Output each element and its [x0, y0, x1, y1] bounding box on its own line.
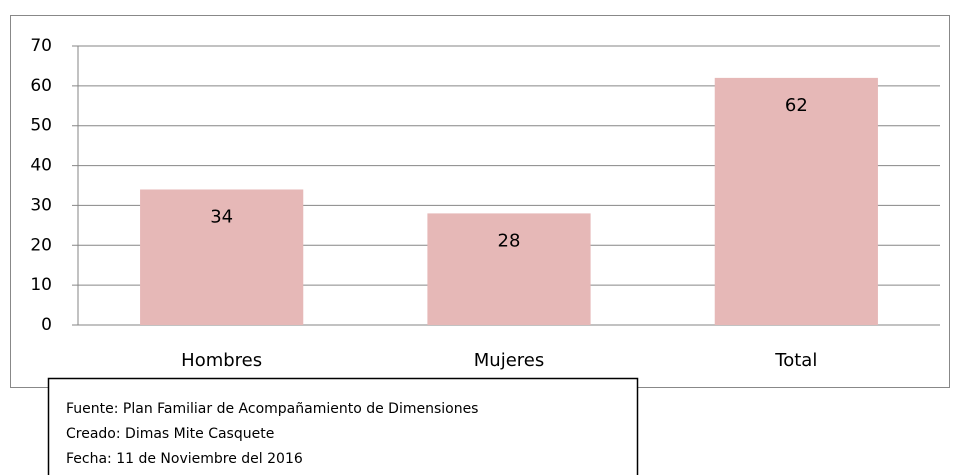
- x-tick-label: Hombres: [181, 350, 262, 371]
- y-tick-label: 60: [30, 76, 52, 96]
- y-tick-label: 20: [30, 235, 52, 255]
- x-tick-label: Mujeres: [474, 350, 544, 371]
- bar: [427, 213, 591, 325]
- data-label: 62: [785, 95, 808, 116]
- y-tick-label: 30: [30, 195, 52, 215]
- y-tick-label: 40: [30, 156, 52, 176]
- data-label: 28: [498, 230, 521, 251]
- y-tick-label: 10: [30, 275, 52, 295]
- x-tick-label: Total: [774, 350, 817, 371]
- y-tick-label: 0: [41, 315, 52, 335]
- source-line: Fecha: 11 de Noviembre del 2016: [66, 451, 303, 467]
- bar: [140, 189, 304, 325]
- y-tick-label: 50: [30, 116, 52, 136]
- bar: [714, 77, 878, 325]
- y-tick-label: 70: [30, 36, 52, 56]
- plot-area: 0 10 20 30 40 50 60 70 Hombres 34 Mujeres 28 Total 62: [30, 36, 940, 371]
- source-line: Creado: Dimas Mite Casquete: [66, 426, 274, 442]
- source-line: Fuente: Plan Familiar de Acompañamiento …: [66, 401, 478, 417]
- data-label: 34: [210, 206, 233, 227]
- source-box: [47, 377, 639, 475]
